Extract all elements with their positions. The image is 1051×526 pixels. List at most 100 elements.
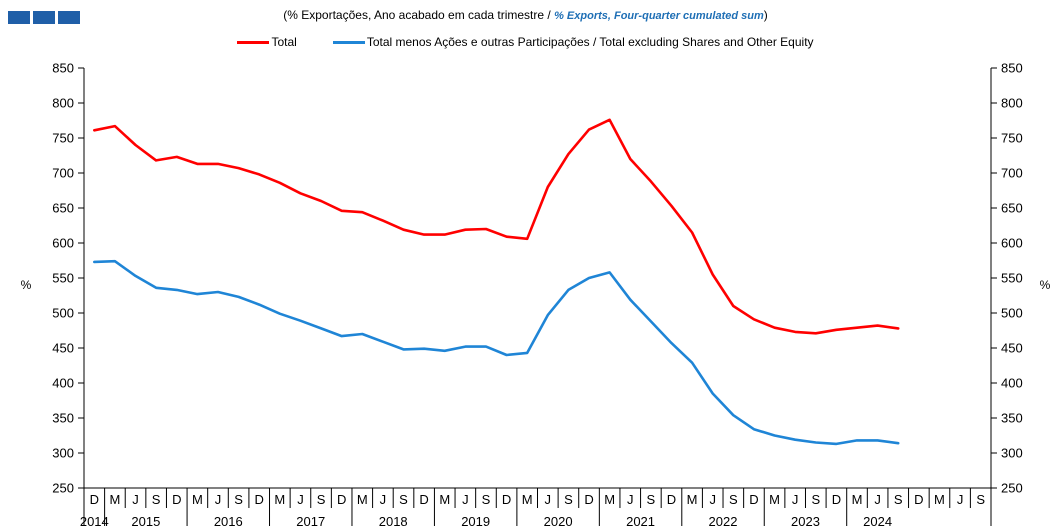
quarter-tick-label: M — [274, 492, 285, 507]
y-tick-label-right: 700 — [1001, 166, 1023, 181]
quarter-tick-label: S — [647, 492, 656, 507]
y-tick-label-left: 850 — [52, 61, 74, 76]
quarter-tick-label: J — [132, 492, 139, 507]
quarter-tick-label: S — [399, 492, 408, 507]
year-tick-label: 2019 — [461, 514, 490, 526]
quarter-tick-label: J — [874, 492, 881, 507]
subtitle-pt: (% Exportações, Ano acabado em cada trim… — [283, 8, 545, 22]
y-tick-label-left: 250 — [52, 481, 74, 496]
quarter-tick-label: J — [462, 492, 469, 507]
y-tick-label-right: 650 — [1001, 201, 1023, 216]
y-tick-label-right: 250 — [1001, 481, 1023, 496]
quarter-tick-label: J — [957, 492, 964, 507]
y-tick-label-left: 800 — [52, 96, 74, 111]
quarter-tick-label: S — [894, 492, 903, 507]
quarter-tick-label: J — [545, 492, 552, 507]
quarter-tick-label: J — [380, 492, 387, 507]
brand-logo — [8, 11, 80, 24]
quarter-tick-label: M — [934, 492, 945, 507]
quarter-tick-label: D — [584, 492, 593, 507]
quarter-tick-label: D — [667, 492, 676, 507]
quarter-tick-label: S — [976, 492, 985, 507]
quarter-tick-label: M — [439, 492, 450, 507]
y-tick-label-right: 600 — [1001, 236, 1023, 251]
series-line-excl — [93, 259, 900, 446]
quarter-tick-label: D — [419, 492, 428, 507]
y-tick-label-left: 450 — [52, 341, 74, 356]
quarter-tick-label: D — [255, 492, 264, 507]
legend-swatch-excl — [332, 40, 365, 44]
legend-item-excl: Total menos Ações e outras Participações… — [332, 35, 814, 49]
y-tick-label-left: 600 — [52, 236, 74, 251]
quarter-tick-label: D — [172, 492, 181, 507]
year-tick-label: 2018 — [379, 514, 408, 526]
quarter-tick-label: M — [109, 492, 120, 507]
year-tick-label: 2023 — [791, 514, 820, 526]
quarter-tick-label: D — [914, 492, 923, 507]
y-tick-label-right: 300 — [1001, 446, 1023, 461]
quarter-tick-label: J — [215, 492, 222, 507]
brand-square-3 — [58, 11, 80, 24]
quarter-tick-label: S — [317, 492, 326, 507]
year-tick-label: 2015 — [131, 514, 160, 526]
year-tick-label: 2014 — [80, 514, 109, 526]
quarter-tick-label: D — [90, 492, 99, 507]
year-tick-label: 2017 — [296, 514, 325, 526]
year-tick-label: 2021 — [626, 514, 655, 526]
quarter-tick-label: M — [357, 492, 368, 507]
chart-subtitle: (% Exportações, Ano acabado em cada trim… — [0, 8, 1051, 22]
y-tick-label-right: 400 — [1001, 376, 1023, 391]
y-tick-label-left: 400 — [52, 376, 74, 391]
subtitle-separator: / — [547, 8, 551, 22]
y-tick-label-left: 650 — [52, 201, 74, 216]
quarter-tick-label: S — [729, 492, 738, 507]
subtitle-close: ) — [763, 8, 768, 22]
quarter-tick-label: D — [749, 492, 758, 507]
y-tick-label-right: 550 — [1001, 271, 1023, 286]
y-tick-label-right: 750 — [1001, 131, 1023, 146]
brand-square-2 — [33, 11, 55, 24]
quarter-tick-label: S — [482, 492, 491, 507]
quarter-tick-label: J — [792, 492, 799, 507]
year-tick-label: 2022 — [709, 514, 738, 526]
quarter-tick-label: M — [192, 492, 203, 507]
y-tick-label-right: 450 — [1001, 341, 1023, 356]
year-tick-label: 2020 — [544, 514, 573, 526]
quarter-tick-label: D — [832, 492, 841, 507]
quarter-tick-label: J — [709, 492, 716, 507]
y-tick-label-right: 500 — [1001, 306, 1023, 321]
quarter-tick-label: M — [604, 492, 615, 507]
y-axis-label-right: % — [1040, 278, 1051, 292]
y-tick-label-left: 500 — [52, 306, 74, 321]
y-tick-label-right: 350 — [1001, 411, 1023, 426]
y-tick-label-left: 750 — [52, 131, 74, 146]
legend-label-excl: Total menos Ações e outras Participações… — [366, 35, 814, 49]
quarter-tick-label: M — [687, 492, 698, 507]
quarter-tick-label: M — [769, 492, 780, 507]
legend-label-total: Total — [271, 35, 297, 49]
quarter-tick-label: S — [811, 492, 820, 507]
y-axis-label-left: % — [21, 278, 32, 292]
legend-swatch-total — [237, 40, 270, 44]
series-line-total — [93, 118, 900, 335]
quarter-tick-label: J — [297, 492, 304, 507]
quarter-tick-label: M — [522, 492, 533, 507]
y-tick-label-right: 800 — [1001, 96, 1023, 111]
quarter-tick-label: S — [152, 492, 161, 507]
brand-square-1 — [8, 11, 30, 24]
quarter-tick-label: J — [627, 492, 634, 507]
quarter-tick-label: M — [852, 492, 863, 507]
y-tick-label-left: 350 — [52, 411, 74, 426]
subtitle-en: % Exports, Four-quarter cumulated sum — [554, 10, 764, 22]
year-tick-label: 2024 — [863, 514, 892, 526]
y-tick-label-right: 850 — [1001, 61, 1023, 76]
quarter-tick-label: S — [234, 492, 243, 507]
y-tick-label-left: 550 — [52, 271, 74, 286]
quarter-tick-label: D — [337, 492, 346, 507]
y-tick-label-left: 700 — [52, 166, 74, 181]
chart-legend: Total Total menos Ações e outras Partici… — [0, 35, 1051, 49]
y-tick-label-left: 300 — [52, 446, 74, 461]
quarter-tick-label: S — [564, 492, 573, 507]
legend-item-total: Total — [237, 35, 297, 49]
